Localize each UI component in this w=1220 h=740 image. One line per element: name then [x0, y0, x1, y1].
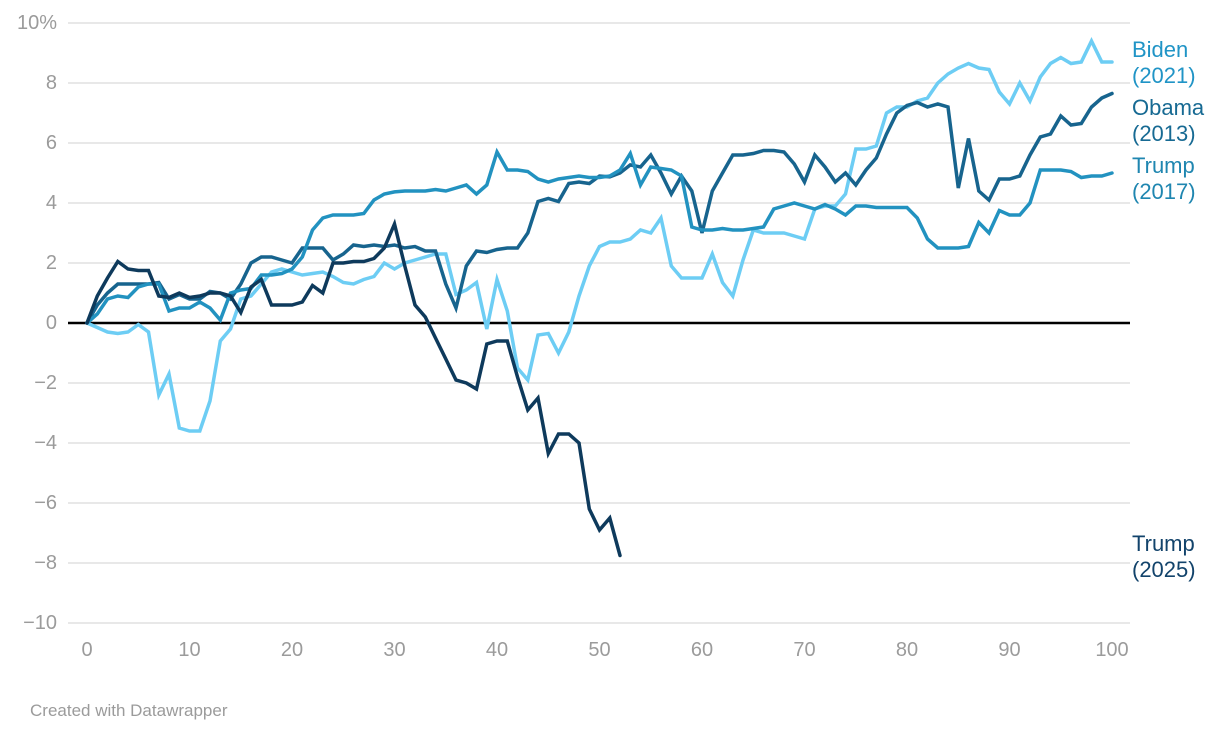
y-tick-label: 2	[46, 252, 57, 274]
series-label-year: (2013)	[1132, 121, 1196, 146]
series-label-obama-2013: Obama (2013)	[1132, 95, 1204, 147]
series-label-biden-2021: Biden (2021)	[1132, 37, 1196, 89]
series-line-biden-2021	[85, 37, 1114, 433]
x-tick-label: 40	[486, 639, 508, 661]
series-line-trump-2025	[85, 218, 622, 558]
x-tick-label: 70	[793, 639, 815, 661]
y-tick-label: −4	[34, 432, 57, 454]
series-label-name: Biden	[1132, 37, 1189, 62]
x-tick-label: 80	[896, 639, 918, 661]
x-tick-label: 20	[281, 639, 303, 661]
datawrapper-attribution-link[interactable]: Created with Datawrapper	[30, 701, 228, 720]
x-tick-label: 60	[691, 639, 713, 661]
x-tick-label: 0	[81, 639, 92, 661]
y-tick-label: −2	[34, 372, 57, 394]
y-tick-label: 0	[46, 312, 57, 334]
x-tick-label: 90	[998, 639, 1020, 661]
x-tick-label: 50	[588, 639, 610, 661]
series-label-name: Trump	[1132, 153, 1195, 178]
series-label-trump-2017: Trump (2017)	[1132, 153, 1196, 205]
x-tick-label: 100	[1095, 639, 1128, 661]
series-label-trump-2025: Trump (2025)	[1132, 531, 1196, 583]
y-tick-label: 10%	[17, 12, 57, 34]
series-label-year: (2021)	[1132, 63, 1196, 88]
series-label-year: (2017)	[1132, 179, 1196, 204]
y-tick-label: 6	[46, 132, 57, 154]
y-tick-label: −8	[34, 552, 57, 574]
y-tick-label: 8	[46, 72, 57, 94]
series-label-year: (2025)	[1132, 556, 1196, 582]
x-tick-label: 30	[383, 639, 405, 661]
y-tick-label: −6	[34, 492, 57, 514]
y-tick-label: 4	[46, 192, 57, 214]
series-label-name: Trump	[1132, 530, 1195, 556]
x-tick-label: 10	[178, 639, 200, 661]
series-label-name: Obama	[1132, 95, 1205, 120]
series-line-trump-2017	[85, 147, 1114, 325]
y-tick-label: −10	[23, 612, 57, 634]
